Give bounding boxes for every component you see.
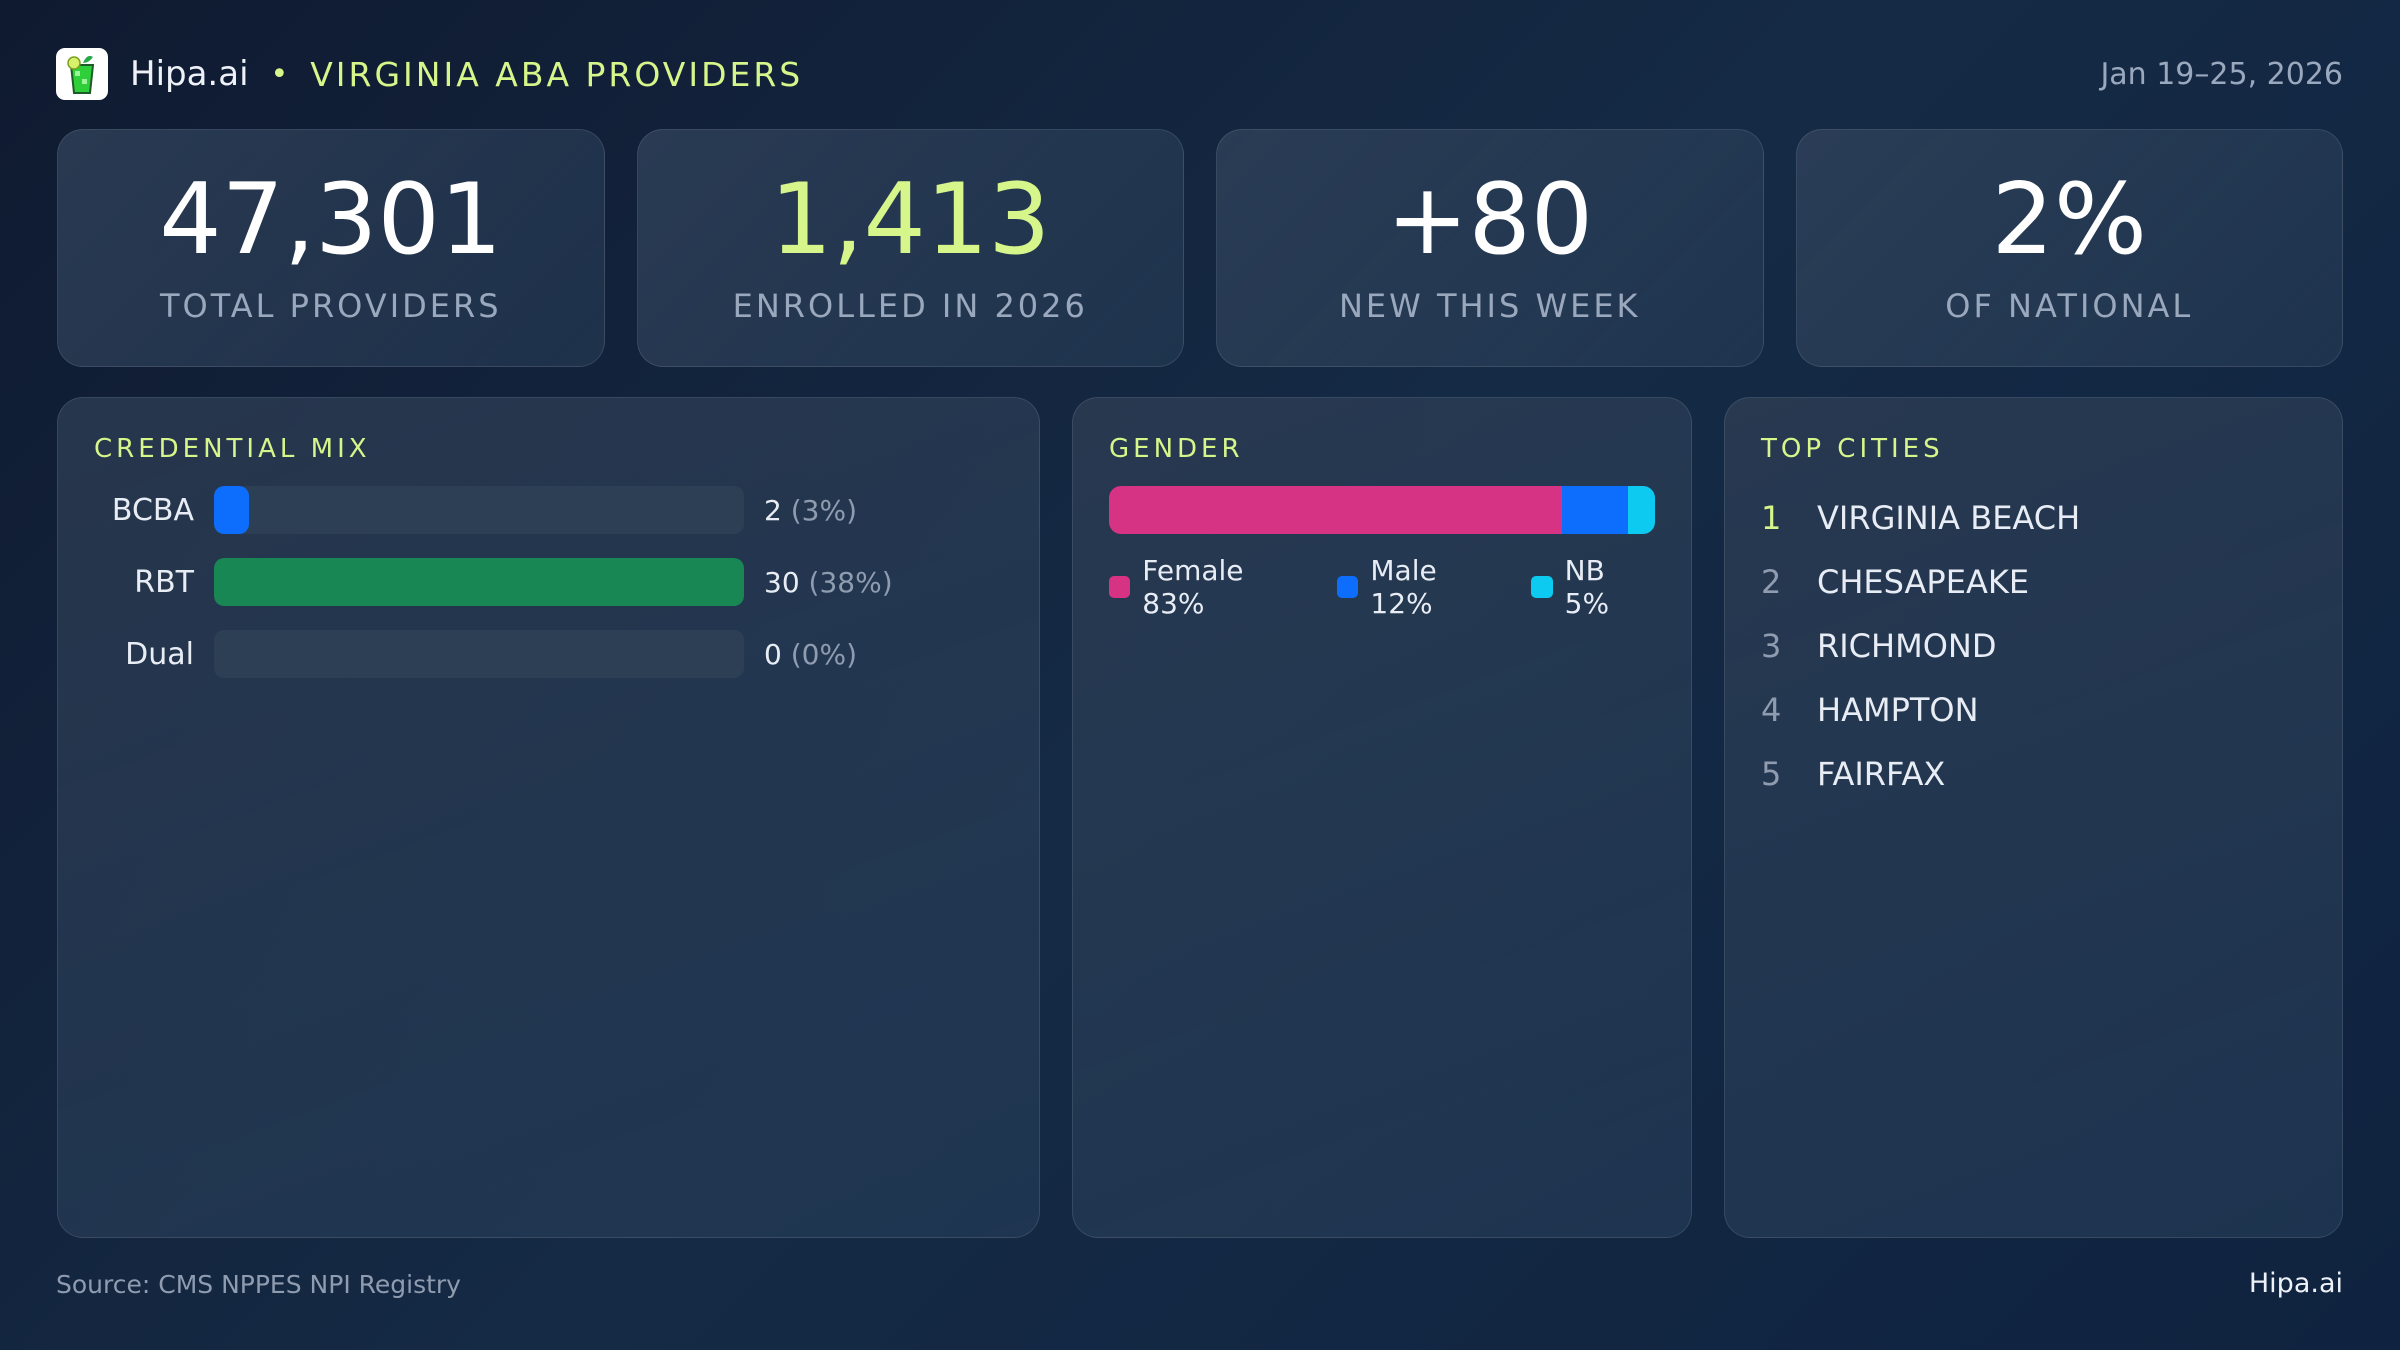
panel-title: CREDENTIAL MIX — [94, 434, 371, 464]
legend-swatch — [1337, 576, 1359, 598]
legend-label: Female 83% — [1142, 554, 1244, 620]
date-range: Jan 19–25, 2026 — [2100, 56, 2343, 92]
legend-label: Male 12% — [1370, 554, 1437, 620]
city-name: RICHMOND — [1817, 627, 1997, 665]
city-item: 1 VIRGINIA BEACH — [1761, 486, 2306, 550]
stat-card-enrolled: 1,413 ENROLLED IN 2026 — [636, 129, 1184, 367]
city-name: HAMPTON — [1817, 691, 1979, 729]
city-item: 5 FAIRFAX — [1761, 742, 2306, 806]
credential-row: BCBA 2 (3%) — [94, 486, 1003, 534]
city-rank: 4 — [1761, 691, 1782, 729]
top-cities-panel: TOP CITIES 1 VIRGINIA BEACH 2 CHESAPEAKE 3 RI… — [1724, 397, 2343, 1238]
credential-percent: (3%) — [790, 493, 858, 527]
city-name: FAIRFAX — [1817, 755, 1946, 793]
stat-cards: 47,301 TOTAL PROVIDERS 1,413 ENROLLED IN… — [57, 129, 2343, 367]
stat-card-total-providers: 47,301 TOTAL PROVIDERS — [57, 129, 605, 367]
stat-label: TOTAL PROVIDERS — [159, 287, 502, 325]
gender-segment — [1627, 486, 1655, 534]
credential-value: 0 (0%) — [764, 638, 857, 671]
page-title: VIRGINIA ABA PROVIDERS — [310, 54, 804, 94]
city-rank: 1 — [1761, 499, 1782, 537]
credential-row: RBT 30 (38%) — [94, 558, 1003, 606]
credential-row: Dual 0 (0%) — [94, 630, 1003, 678]
city-item: 2 CHESAPEAKE — [1761, 550, 2306, 614]
credential-label: RBT — [134, 564, 194, 600]
credential-count: 2 — [764, 493, 782, 527]
credential-mix-panel: CREDENTIAL MIX BCBA 2 (3%) RBT 30 (38%) Dual… — [57, 397, 1040, 1238]
legend-item: NB 5% — [1531, 554, 1655, 620]
gender-bar — [1109, 486, 1655, 534]
legend-item: Male 12% — [1337, 554, 1503, 620]
credential-value: 2 (3%) — [764, 494, 857, 527]
city-rank: 2 — [1761, 563, 1782, 601]
city-list: 1 VIRGINIA BEACH 2 CHESAPEAKE 3 RICHMOND 4 HAMP… — [1761, 486, 2306, 806]
legend-label: NB 5% — [1564, 554, 1610, 620]
city-item: 4 HAMPTON — [1761, 678, 2306, 742]
city-rank: 5 — [1761, 755, 1782, 793]
gender-segment — [1109, 486, 1563, 534]
gender-segment — [1562, 486, 1628, 534]
credential-count: 0 — [764, 637, 782, 671]
credential-count: 30 — [764, 565, 800, 599]
city-rank: 3 — [1761, 627, 1782, 665]
cocktail-glass-icon — [67, 55, 95, 94]
stat-label: ENROLLED IN 2026 — [732, 287, 1088, 325]
credential-bar-track — [214, 630, 744, 678]
panels: CREDENTIAL MIX BCBA 2 (3%) RBT 30 (38%) Dual… — [57, 397, 2343, 1238]
city-name: CHESAPEAKE — [1817, 563, 2030, 601]
panel-title: TOP CITIES — [1761, 434, 1944, 464]
credential-value: 30 (38%) — [764, 566, 893, 599]
stat-value: 2% — [1991, 163, 2147, 277]
stat-card-new-this-week: +80 NEW THIS WEEK — [1216, 129, 1764, 367]
stat-value: 1,413 — [769, 163, 1051, 277]
gender-legend: Female 83% Male 12% NB 5% — [1109, 554, 1655, 620]
stat-value: 47,301 — [159, 163, 503, 277]
footer-brand: Hipa.ai — [2248, 1268, 2343, 1299]
stat-label: NEW THIS WEEK — [1338, 287, 1641, 325]
city-name: VIRGINIA BEACH — [1817, 499, 2081, 537]
legend-item: Female 83% — [1109, 554, 1309, 620]
city-item: 3 RICHMOND — [1761, 614, 2306, 678]
credential-bar-fill — [214, 486, 250, 534]
separator-dot: • — [270, 56, 289, 92]
credential-bar-fill — [214, 558, 744, 606]
header: Hipa.ai • VIRGINIA ABA PROVIDERS Jan 19–… — [56, 46, 2343, 102]
stat-value: +80 — [1386, 163, 1594, 277]
credential-percent: (0%) — [790, 637, 858, 671]
credential-label: BCBA — [111, 492, 194, 528]
legend-swatch — [1109, 576, 1131, 598]
source-note: Source: CMS NPPES NPI Registry — [56, 1270, 461, 1299]
credential-percent: (38%) — [808, 565, 893, 599]
gender-panel: GENDER Female 83% Male 12% NB 5% — [1072, 397, 1692, 1238]
credential-bar-track — [214, 486, 744, 534]
brand-name: Hipa.ai — [130, 54, 249, 94]
logo — [56, 48, 108, 100]
credential-bar-track — [214, 558, 744, 606]
panel-title: GENDER — [1109, 434, 1244, 464]
stat-card-of-national: 2% OF NATIONAL — [1795, 129, 2343, 367]
credential-label: Dual — [125, 636, 194, 672]
legend-swatch — [1531, 576, 1553, 598]
stat-label: OF NATIONAL — [1945, 287, 2194, 325]
